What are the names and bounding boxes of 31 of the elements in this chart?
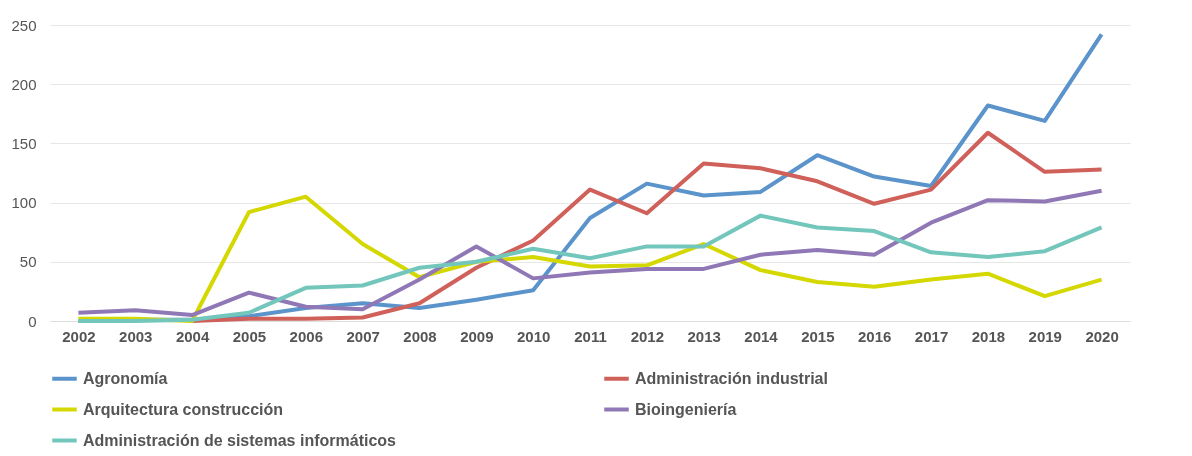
- x-tick-label: 2018: [971, 327, 1006, 345]
- x-tick-label: 2007: [346, 327, 380, 345]
- x-tick-label: 2002: [62, 327, 96, 345]
- x-tick-label: 2003: [119, 327, 153, 345]
- x-tick-label: 2015: [801, 327, 835, 345]
- line-series: [190, 130, 1104, 323]
- y-tick-label: 150: [11, 134, 37, 152]
- y-tick-label: 50: [19, 253, 37, 271]
- x-tick-label: 2019: [1028, 327, 1062, 345]
- x-tick-label: 2014: [744, 327, 779, 345]
- legend-label: Administración de sistemas informáticos: [83, 431, 397, 449]
- x-tick-label: 2005: [232, 327, 267, 345]
- y-tick-label: 0: [28, 312, 37, 330]
- x-tick-label: 2011: [574, 327, 607, 345]
- x-tick-label: 2012: [630, 327, 665, 345]
- legend-label: Arquitectura construcción: [83, 400, 284, 418]
- x-tick-label: 2009: [460, 327, 494, 345]
- legend-label: Bioingeniería: [635, 400, 737, 418]
- x-tick-label: 2004: [175, 327, 210, 345]
- y-tick-label: 100: [11, 194, 37, 212]
- x-tick-label: 2016: [858, 327, 892, 345]
- x-tick-label: 2017: [914, 327, 949, 345]
- x-tick-label: 2006: [289, 327, 323, 345]
- x-tick-label: 2013: [687, 327, 721, 345]
- y-tick-label: 250: [11, 16, 37, 34]
- legend-label: Administración industrial: [635, 369, 828, 387]
- x-tick-label: 2010: [516, 327, 551, 345]
- x-tick-label: 2008: [403, 327, 437, 345]
- x-tick-label: 2020: [1085, 327, 1119, 345]
- y-tick-label: 200: [11, 75, 37, 93]
- legend-label: Agronomía: [83, 369, 168, 387]
